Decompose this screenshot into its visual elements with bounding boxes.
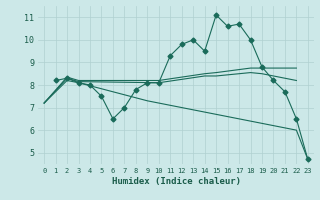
- X-axis label: Humidex (Indice chaleur): Humidex (Indice chaleur): [111, 177, 241, 186]
